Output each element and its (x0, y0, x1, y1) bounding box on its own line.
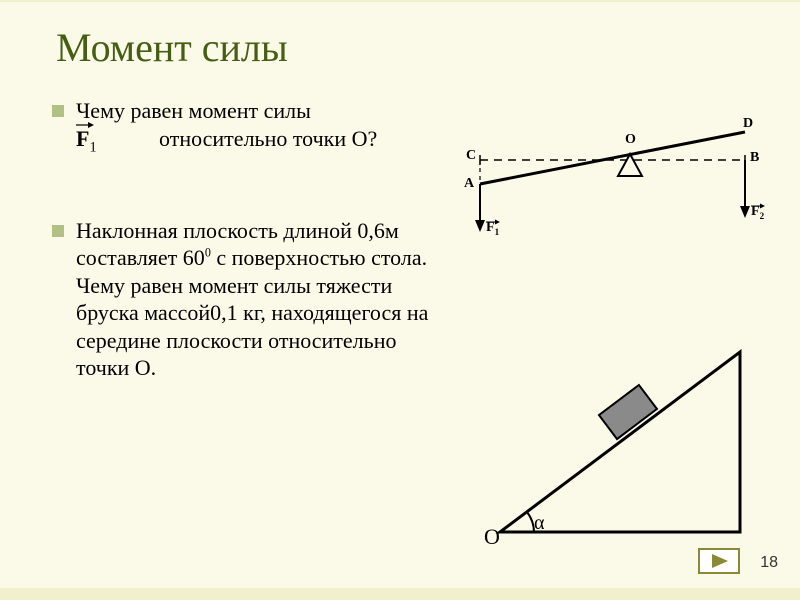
force-sub: 1 (89, 139, 96, 155)
force-F: F (76, 126, 89, 151)
label-O2: О (484, 524, 500, 550)
page-number: 18 (760, 554, 778, 572)
slide-title: Момент силы (0, 2, 800, 71)
content-column: Чему равен момент силы F1 относительно т… (76, 97, 446, 442)
diagram-lever: C B A D O F1 F2 (460, 112, 770, 252)
label-O: O (625, 132, 636, 148)
bullet-question-1: Чему равен момент силы F1 относительно т… (76, 97, 446, 157)
label-C: C (466, 148, 476, 164)
label-A: A (464, 176, 474, 192)
force-symbol-f1: F1 (76, 125, 104, 157)
label-alpha: α (534, 512, 544, 535)
triangle-right-icon (708, 553, 730, 569)
q1-text-post: относительно точки О? (159, 126, 377, 151)
label-D: D (743, 116, 753, 132)
label-B: B (750, 150, 759, 166)
slide: Момент силы Чему равен момент силы F1 от… (0, 0, 800, 600)
label-F2: F2 (751, 204, 764, 221)
diagram-inclined-plane: О α (490, 332, 770, 562)
next-slide-button[interactable] (698, 548, 740, 574)
q1-text-pre: Чему равен момент силы (76, 98, 311, 123)
label-F1: F1 (486, 220, 499, 237)
bullet-question-2: Наклонная плоскость длиной 0,6м составля… (76, 217, 446, 382)
